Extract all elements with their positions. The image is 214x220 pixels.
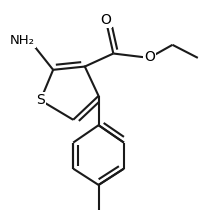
Text: NH₂: NH₂	[10, 34, 35, 47]
Text: O: O	[100, 13, 111, 27]
Text: O: O	[144, 50, 155, 64]
Text: S: S	[36, 93, 45, 107]
